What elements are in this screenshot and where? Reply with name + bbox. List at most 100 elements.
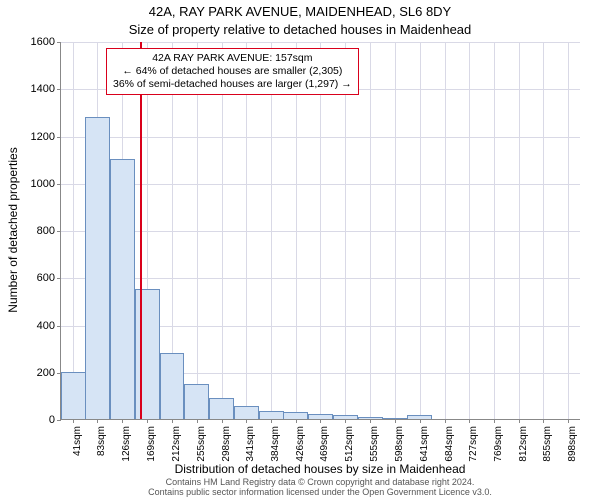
gridline-v — [420, 42, 421, 419]
histogram-bar — [333, 415, 358, 419]
y-tick-label: 800 — [15, 225, 55, 237]
gridline-v — [519, 42, 520, 419]
annotation-line1: 42A RAY PARK AVENUE: 157sqm — [152, 52, 312, 64]
gridline-v — [568, 42, 569, 419]
x-tick-mark — [320, 419, 321, 423]
y-tick-label: 1600 — [15, 36, 55, 48]
x-tick-label: 41sqm — [72, 426, 83, 466]
plot-area: 42A RAY PARK AVENUE: 157sqm← 64% of deta… — [60, 42, 580, 420]
footer-line2: Contains public sector information licen… — [148, 487, 492, 497]
x-tick-label: 212sqm — [171, 426, 182, 466]
x-tick-mark — [296, 419, 297, 423]
x-tick-label: 298sqm — [221, 426, 232, 466]
footer-attribution: Contains HM Land Registry data © Crown c… — [60, 478, 580, 498]
histogram-bar — [184, 384, 209, 419]
x-tick-mark — [73, 419, 74, 423]
x-tick-label: 769sqm — [493, 426, 504, 466]
histogram-bar — [308, 414, 333, 419]
y-tick-label: 400 — [15, 320, 55, 332]
x-tick-mark — [197, 419, 198, 423]
x-tick-label: 512sqm — [344, 426, 355, 466]
gridline-v — [320, 42, 321, 419]
chart-title-subtitle: Size of property relative to detached ho… — [0, 22, 600, 37]
gridline-v — [197, 42, 198, 419]
x-tick-mark — [147, 419, 148, 423]
gridline-v — [370, 42, 371, 419]
y-tick-mark — [57, 184, 61, 185]
x-tick-mark — [519, 419, 520, 423]
x-tick-mark — [172, 419, 173, 423]
y-tick-mark — [57, 420, 61, 421]
histogram-bar — [358, 417, 383, 419]
histogram-bar — [407, 415, 432, 419]
x-tick-mark — [97, 419, 98, 423]
x-tick-label: 727sqm — [468, 426, 479, 466]
gridline-v — [271, 42, 272, 419]
gridline-v — [445, 42, 446, 419]
histogram-bar — [160, 353, 185, 419]
x-tick-label: 898sqm — [567, 426, 578, 466]
y-tick-label: 600 — [15, 272, 55, 284]
x-tick-mark — [271, 419, 272, 423]
histogram-bar — [234, 406, 259, 419]
x-tick-mark — [469, 419, 470, 423]
x-tick-mark — [420, 419, 421, 423]
y-tick-mark — [57, 89, 61, 90]
y-tick-mark — [57, 42, 61, 43]
x-tick-label: 855sqm — [542, 426, 553, 466]
histogram-bar — [110, 159, 135, 419]
y-tick-mark — [57, 326, 61, 327]
x-tick-label: 384sqm — [270, 426, 281, 466]
y-tick-label: 1000 — [15, 178, 55, 190]
y-tick-label: 1200 — [15, 131, 55, 143]
histogram-bar — [209, 398, 234, 419]
x-tick-label: 684sqm — [444, 426, 455, 466]
x-tick-label: 598sqm — [394, 426, 405, 466]
x-tick-label: 426sqm — [295, 426, 306, 466]
x-tick-mark — [494, 419, 495, 423]
gridline-v — [246, 42, 247, 419]
histogram-bar — [85, 117, 110, 419]
histogram-bar — [61, 372, 86, 419]
gridline-v — [494, 42, 495, 419]
x-tick-mark — [370, 419, 371, 423]
annotation-line2: ← 64% of detached houses are smaller (2,… — [122, 65, 342, 77]
gridline-v — [469, 42, 470, 419]
x-tick-label: 126sqm — [121, 426, 132, 466]
histogram-bar — [283, 412, 308, 419]
y-tick-label: 200 — [15, 367, 55, 379]
annotation-line3: 36% of semi-detached houses are larger (… — [113, 78, 352, 90]
x-tick-label: 641sqm — [419, 426, 430, 466]
footer-line1: Contains HM Land Registry data © Crown c… — [166, 477, 475, 487]
x-tick-mark — [395, 419, 396, 423]
y-tick-label: 1400 — [15, 83, 55, 95]
histogram-bar — [383, 418, 408, 419]
histogram-bar — [259, 411, 284, 419]
property-marker-line — [140, 42, 142, 419]
gridline-v — [222, 42, 223, 419]
gridline-v — [345, 42, 346, 419]
x-tick-mark — [246, 419, 247, 423]
chart-title-address: 42A, RAY PARK AVENUE, MAIDENHEAD, SL6 8D… — [0, 4, 600, 19]
x-tick-mark — [568, 419, 569, 423]
x-tick-mark — [122, 419, 123, 423]
x-tick-label: 169sqm — [146, 426, 157, 466]
y-tick-mark — [57, 278, 61, 279]
x-tick-mark — [445, 419, 446, 423]
x-tick-mark — [222, 419, 223, 423]
x-tick-label: 83sqm — [96, 426, 107, 466]
y-tick-mark — [57, 137, 61, 138]
gridline-v — [543, 42, 544, 419]
gridline-v — [395, 42, 396, 419]
chart-root: { "title_line1": "42A, RAY PARK AVENUE, … — [0, 0, 600, 500]
x-tick-label: 341sqm — [245, 426, 256, 466]
y-tick-label: 0 — [15, 414, 55, 426]
x-tick-label: 255sqm — [196, 426, 207, 466]
gridline-v — [296, 42, 297, 419]
gridline-v — [73, 42, 74, 419]
x-tick-label: 555sqm — [369, 426, 380, 466]
annotation-box: 42A RAY PARK AVENUE: 157sqm← 64% of deta… — [106, 48, 359, 95]
x-tick-mark — [345, 419, 346, 423]
x-tick-label: 469sqm — [319, 426, 330, 466]
y-tick-mark — [57, 231, 61, 232]
